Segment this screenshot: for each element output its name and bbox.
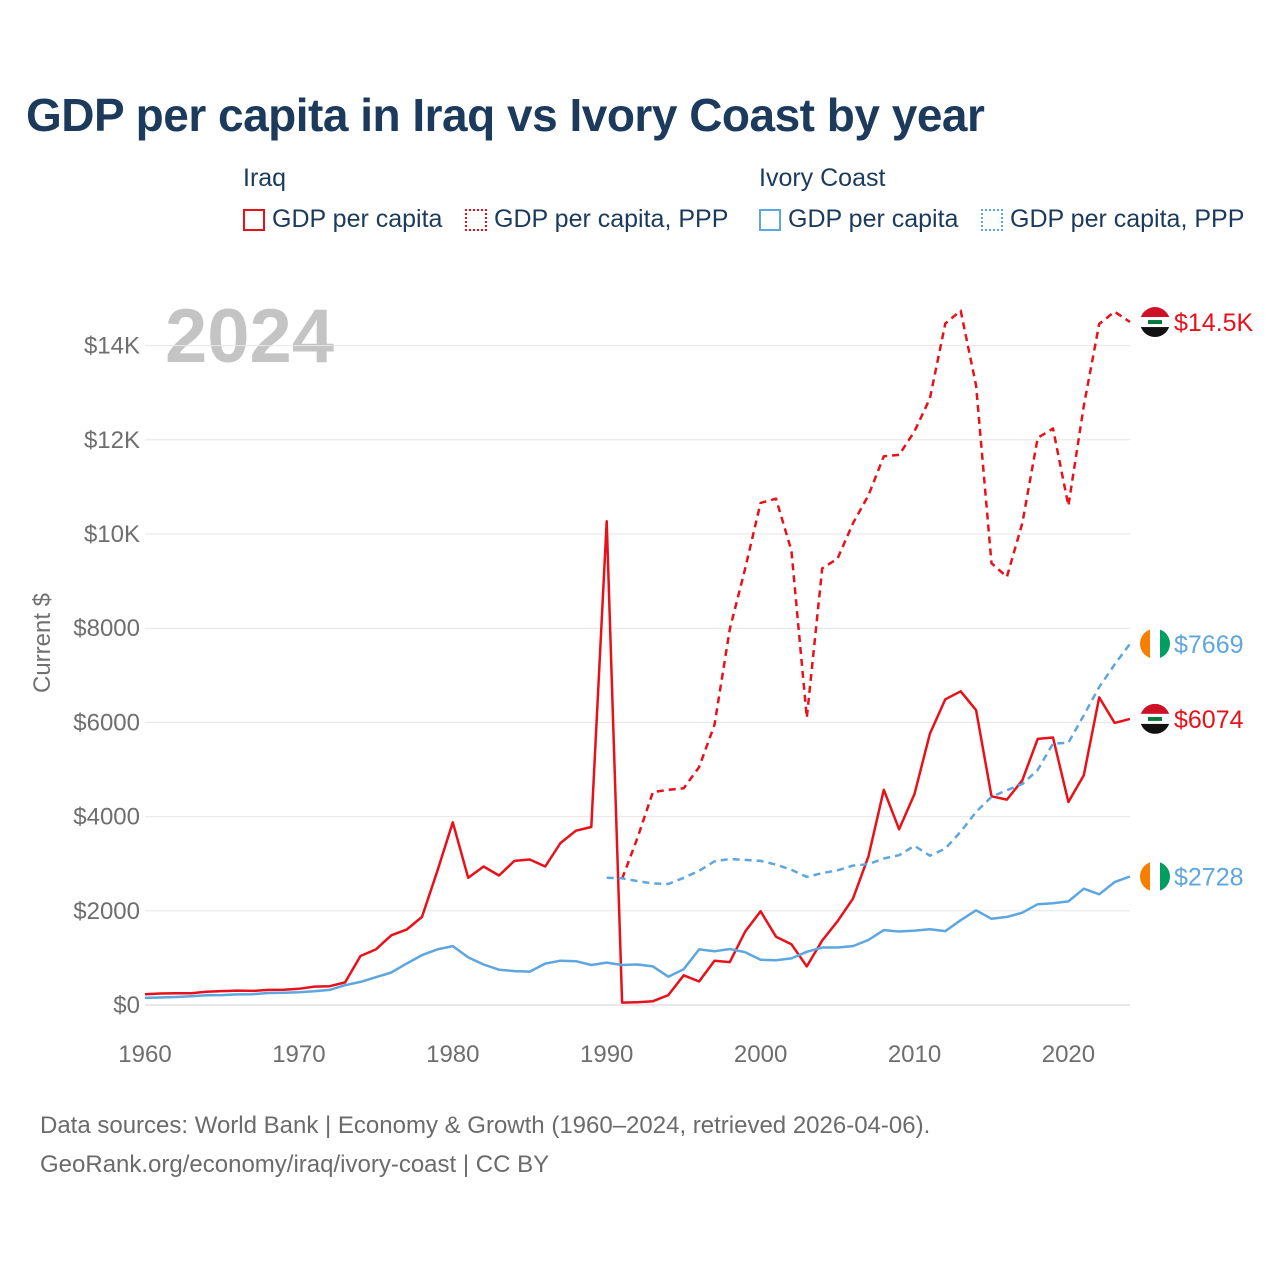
ivory-coast-flag-icon [1140,861,1170,892]
iraq-flag-icon [1140,307,1170,338]
year-watermark: 2024 [165,294,334,379]
y-tick-label: $12K [84,427,140,454]
footer-sources: Data sources: World Bank | Economy & Gro… [40,1112,931,1139]
footer-link[interactable]: GeoRank.org/economy/iraq/ivory-coast | C… [40,1151,550,1178]
iraq-flag-icon [1140,703,1170,734]
x-tick-label: 1970 [272,1041,325,1068]
legend-iraq-gdp-ppp[interactable]: GDP per capita, PPP [465,205,728,234]
legend-label: GDP per capita, PPP [1010,205,1245,233]
x-tick-label: 2020 [1042,1041,1095,1068]
end-value-label: $7669 [1174,631,1244,659]
legend-label: GDP per capita [272,205,443,233]
footer: Data sources: World Bank | Economy & Gro… [40,1106,930,1184]
y-tick-label: $2000 [73,898,140,925]
legend-swatch-solid-icon [243,208,265,231]
end-value-label: $6074 [1174,706,1244,734]
legend-group-iraq: Iraq [243,164,287,192]
x-tick-label: 1980 [426,1041,479,1068]
y-tick-label: $10K [84,521,140,548]
series-line-1[interactable] [620,309,1131,880]
y-tick-label: $4000 [73,804,140,831]
legend-ivory-coast-gdp[interactable]: GDP per capita [759,205,958,234]
legend-iraq-gdp[interactable]: GDP per capita [243,205,442,234]
series-line-2[interactable] [144,875,1131,1000]
x-tick-label: 1960 [118,1041,171,1068]
legend-swatch-dotted-icon [465,208,487,231]
x-tick-label: 2010 [888,1041,941,1068]
end-value-label: $14.5K [1174,309,1254,337]
ivory-coast-flag-icon [1140,628,1170,659]
series-line-3[interactable] [606,643,1132,886]
y-axis-label: Current $ [29,593,56,693]
legend-ivory-coast-gdp-ppp[interactable]: GDP per capita, PPP [981,205,1244,234]
legend-group-ivory-coast: Ivory Coast [759,164,886,192]
y-tick-label: $14K [84,333,140,360]
legend-label: GDP per capita [788,205,959,233]
series-line-0[interactable] [144,520,1131,1004]
y-tick-label: $6000 [73,709,140,736]
x-tick-label: 1990 [580,1041,633,1068]
chart-title: GDP per capita in Iraq vs Ivory Coast by… [26,89,985,141]
y-tick-label: $8000 [73,615,140,642]
legend-swatch-dotted-icon [981,208,1003,231]
end-value-label: $2728 [1174,864,1244,892]
x-tick-label: 2000 [734,1041,787,1068]
legend-swatch-solid-icon [759,208,781,231]
legend-label: GDP per capita, PPP [494,205,729,233]
y-tick-label: $0 [113,992,140,1019]
